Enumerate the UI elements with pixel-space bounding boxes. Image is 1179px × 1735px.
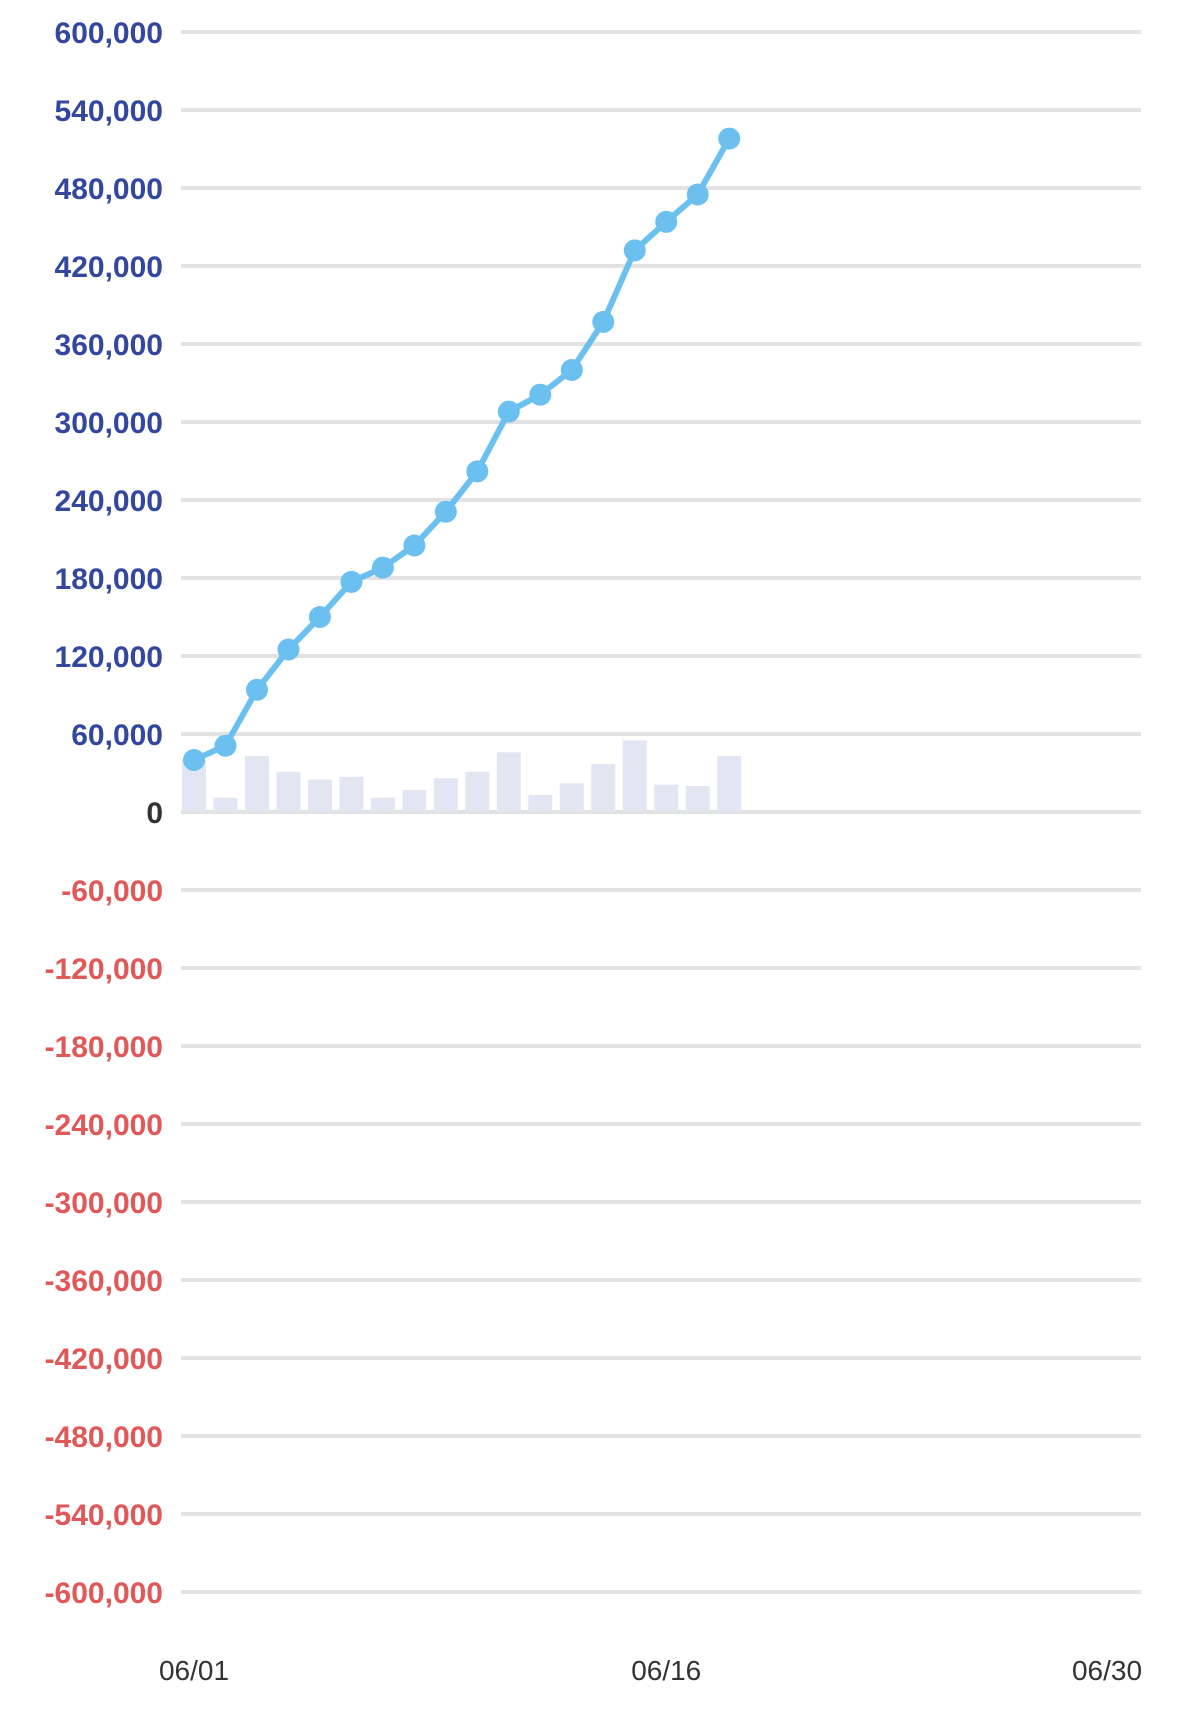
bar	[433, 778, 458, 812]
series-line	[191, 135, 733, 763]
y-tick-label: 300,000	[55, 407, 163, 440]
bar	[559, 783, 584, 812]
y-tick-label: 360,000	[55, 329, 163, 362]
y-tick-label: -300,000	[45, 1187, 163, 1220]
bar	[244, 756, 269, 812]
bar	[465, 771, 490, 812]
data-point	[529, 383, 552, 406]
line-points	[183, 127, 741, 771]
x-tick-label: 06/16	[631, 1655, 701, 1686]
y-tick-label: 0	[146, 797, 163, 830]
bar	[717, 756, 742, 812]
y-tick-label: -60,000	[61, 875, 163, 908]
data-point	[592, 310, 615, 333]
y-tick-label: 240,000	[55, 485, 163, 518]
data-point	[340, 570, 363, 593]
line-series	[191, 135, 733, 763]
data-point	[434, 500, 457, 523]
bar	[402, 789, 427, 812]
data-point	[245, 678, 268, 701]
bar	[276, 771, 301, 812]
x-axis-labels: 06/01 06/16 06/30	[159, 1655, 1142, 1686]
bar	[213, 797, 238, 812]
y-tick-label: 480,000	[55, 173, 163, 206]
y-tick-label: -360,000	[45, 1265, 163, 1298]
bar	[339, 776, 364, 812]
y-tick-label: 600,000	[55, 17, 163, 50]
bar	[528, 795, 553, 812]
data-point	[718, 127, 741, 150]
data-point	[655, 210, 678, 233]
bar	[307, 779, 332, 812]
y-tick-label: -240,000	[45, 1109, 163, 1142]
y-tick-label: -540,000	[45, 1499, 163, 1532]
data-point	[466, 460, 489, 483]
y-tick-label: 60,000	[71, 719, 163, 752]
data-point	[371, 556, 394, 579]
x-tick-label: 06/01	[159, 1655, 229, 1686]
y-tick-label: -120,000	[45, 953, 163, 986]
y-tick-label: 180,000	[55, 563, 163, 596]
y-tick-label: -600,000	[45, 1577, 163, 1610]
bar	[370, 797, 395, 812]
data-point	[686, 183, 709, 206]
y-tick-label: -480,000	[45, 1421, 163, 1454]
bar	[685, 786, 710, 812]
data-point	[214, 734, 237, 757]
bar	[654, 784, 679, 812]
y-tick-label: -420,000	[45, 1343, 163, 1376]
data-point	[497, 400, 520, 423]
y-tick-label: -180,000	[45, 1031, 163, 1064]
data-point	[623, 239, 646, 262]
data-point	[403, 534, 426, 557]
data-point	[183, 749, 205, 771]
bar	[622, 740, 647, 812]
y-tick-label: 120,000	[55, 641, 163, 674]
bar	[591, 763, 616, 812]
data-point	[308, 606, 331, 628]
bar-series	[182, 740, 742, 812]
y-tick-label: 420,000	[55, 251, 163, 284]
bar	[496, 752, 521, 812]
y-tick-label: 540,000	[55, 95, 163, 128]
y-axis-labels: 600,000 540,000 480,000 420,000 360,000 300,0…	[45, 17, 163, 1610]
data-point	[560, 359, 583, 381]
data-point	[277, 638, 300, 661]
x-tick-label: 06/30	[1072, 1655, 1142, 1686]
